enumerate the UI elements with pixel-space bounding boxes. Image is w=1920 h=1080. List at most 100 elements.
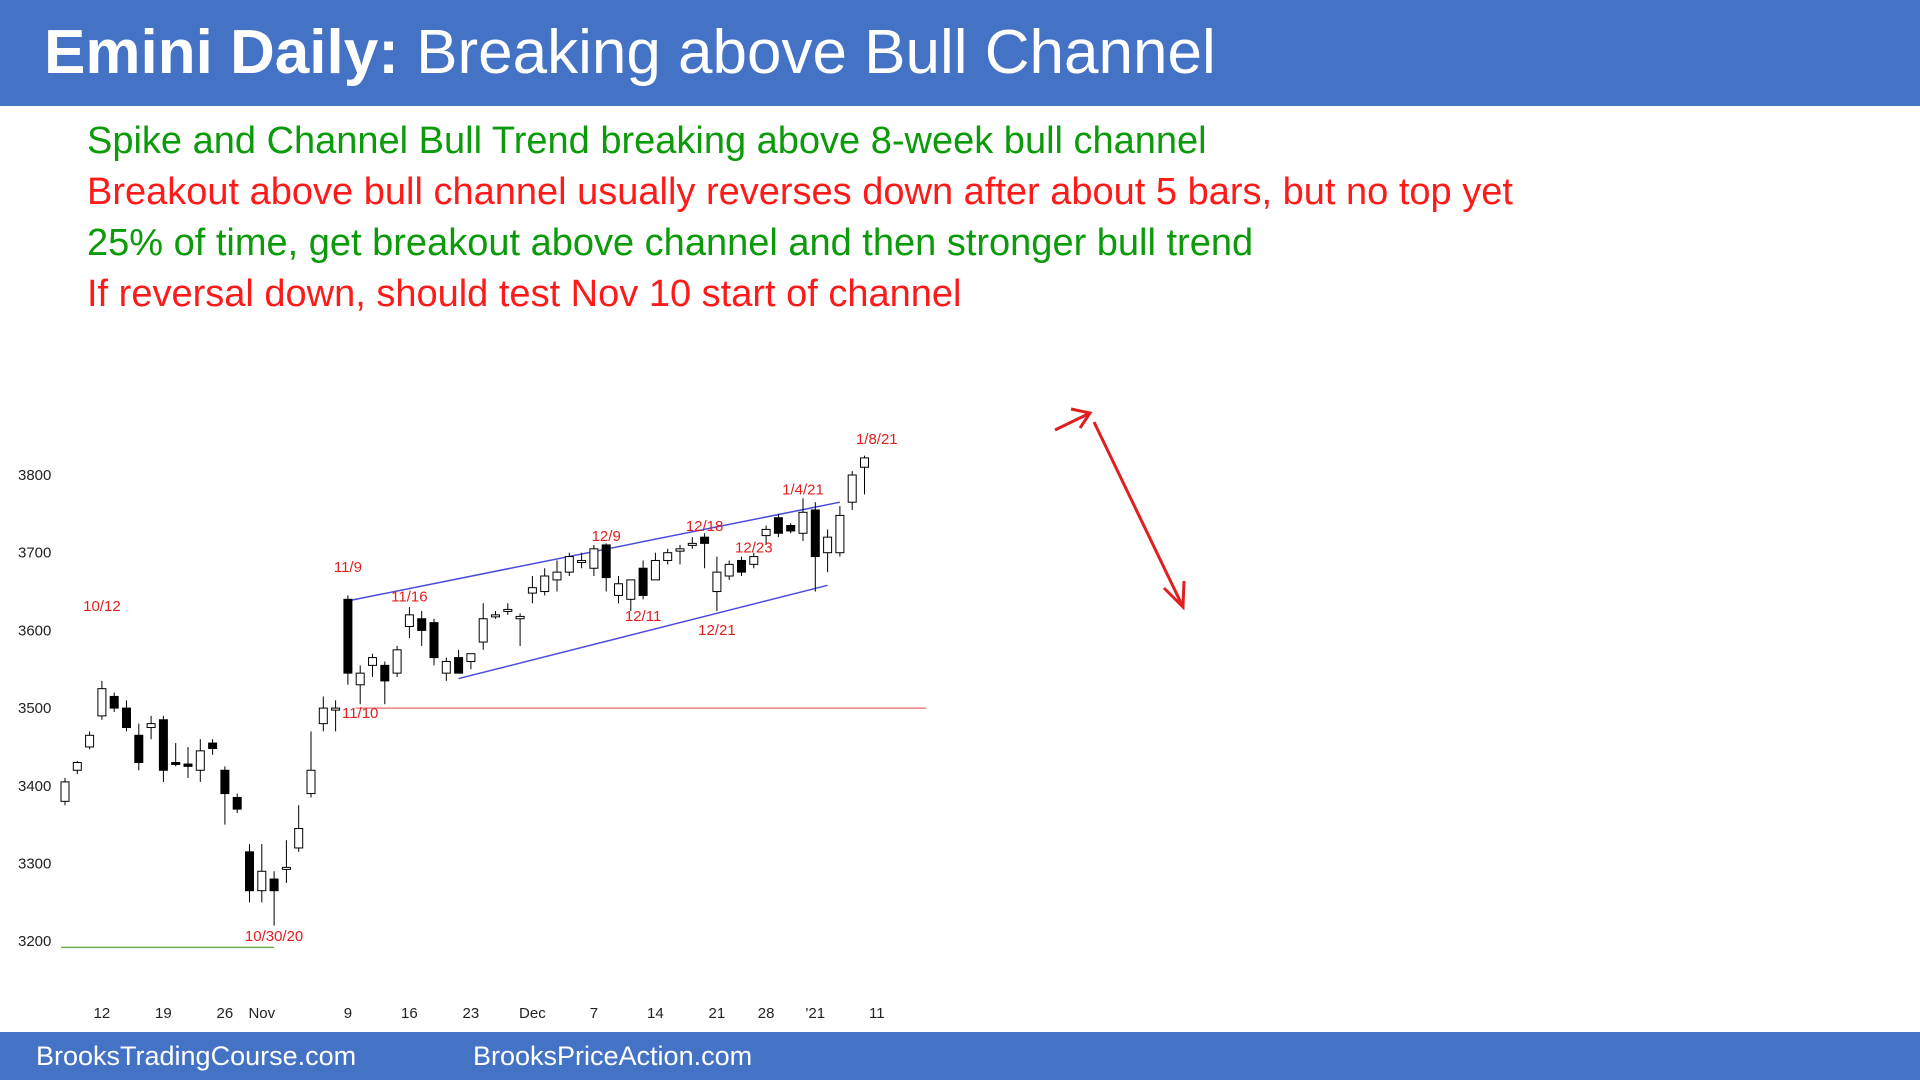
candle-body-bull — [368, 657, 377, 666]
candle — [786, 523, 796, 534]
candle-body-bull — [675, 548, 685, 552]
candle — [85, 731, 95, 750]
candle — [122, 700, 131, 732]
candle-body-bull — [491, 614, 500, 618]
date-label: 12/18 — [686, 518, 724, 535]
candle-body-bull — [540, 575, 550, 593]
x-tick-label: Dec — [519, 1005, 546, 1022]
x-tick-label: Nov — [248, 1005, 275, 1022]
candle-body-bear — [343, 598, 353, 674]
candle — [109, 692, 119, 712]
candle-body-bear — [208, 742, 218, 750]
candle — [183, 746, 193, 779]
candle — [491, 610, 500, 619]
date-label: 10/30/20 — [245, 928, 303, 945]
candle — [60, 778, 70, 806]
candle — [195, 739, 205, 782]
candle — [700, 533, 710, 569]
footer-link-brookspriceaction[interactable]: BrooksPriceAction.com — [473, 1041, 753, 1071]
horizontal-lines — [61, 707, 926, 949]
candle — [847, 471, 857, 510]
candle-body-bull — [823, 536, 833, 554]
x-tick-label: 16 — [401, 1005, 418, 1022]
candle — [823, 529, 833, 573]
candle-body-bull — [515, 615, 525, 620]
candle-body-bear — [245, 851, 254, 892]
candle — [171, 743, 181, 767]
candle — [564, 552, 574, 577]
x-tick-label: 11 — [869, 1005, 885, 1022]
candle-body-bull — [552, 571, 562, 581]
candle-body-bear — [417, 618, 427, 631]
candle-body-bull — [749, 556, 759, 565]
candle — [503, 603, 513, 615]
candle-body-bear — [810, 509, 820, 558]
bullet-line-3: 25% of time, get breakout above channel … — [87, 222, 1254, 264]
candle — [331, 700, 341, 732]
y-tick-label: 3400 — [18, 778, 51, 795]
x-tick-label: 9 — [344, 1005, 352, 1022]
up-arrow-head — [1070, 407, 1093, 429]
candle — [429, 618, 439, 666]
candle-body-bear — [773, 517, 783, 534]
date-label: 11/9 — [334, 559, 362, 576]
candle-body-bull — [146, 723, 156, 729]
candle-body-bull — [466, 653, 476, 662]
candle — [761, 525, 771, 545]
channel-lower-line — [458, 584, 828, 680]
candle — [134, 723, 144, 771]
candle — [540, 568, 550, 596]
candle — [158, 715, 168, 782]
candle-body-bear — [109, 695, 119, 709]
title-bar: Emini Daily: Breaking above Bull Channel — [0, 0, 1920, 106]
footer-link-brookstradingcourse[interactable]: BrooksTradingCourse.com — [36, 1041, 357, 1071]
bullet-line-1: Spike and Channel Bull Trend breaking ab… — [87, 120, 1207, 162]
candle-body-bull — [404, 614, 414, 628]
candle-body-bull — [355, 672, 365, 686]
candle — [527, 576, 537, 604]
candle — [72, 760, 82, 775]
date-labels: 10/12 11/9 11/10 11/16 12/9 12/11 12/18 12/21 12… — [83, 431, 898, 945]
candle — [589, 544, 599, 577]
candle — [552, 560, 562, 592]
down-arrow-head — [1162, 580, 1186, 611]
candle-body-bull — [503, 608, 513, 612]
candle-body-bull — [663, 552, 673, 561]
candle-body-bear — [134, 734, 144, 763]
candle — [749, 552, 759, 569]
candle-body-bull — [331, 707, 341, 711]
candle-body-bear — [737, 559, 746, 573]
candle — [810, 502, 820, 592]
candle-body-bear — [220, 769, 230, 795]
candle-body-bull — [195, 750, 205, 771]
candle-body-bull — [687, 542, 697, 546]
y-tick-label: 3800 — [18, 467, 51, 484]
x-tick-label: 21 — [709, 1005, 726, 1022]
footer-bar: BrooksTradingCourse.com BrooksPriceActio… — [0, 1032, 1920, 1080]
candle-body-bear — [380, 664, 390, 682]
x-tick-label: '21 — [806, 1005, 826, 1022]
candle-body-bull — [392, 649, 402, 674]
candle — [577, 552, 587, 569]
candle — [97, 680, 107, 720]
candle-body-bear — [700, 536, 710, 544]
candle-body-bull — [60, 781, 70, 802]
candle-body-bear — [454, 657, 464, 674]
title-rest: Breaking above Bull Channel — [398, 18, 1216, 87]
candle-body-bull — [724, 563, 734, 577]
date-label: 11/10 — [342, 705, 378, 722]
y-tick-label: 3600 — [18, 622, 51, 639]
candle-body-bull — [835, 514, 845, 554]
x-tick-label: 12 — [94, 1005, 111, 1022]
candle — [232, 793, 242, 813]
candle — [724, 560, 734, 580]
candles — [60, 455, 869, 926]
candle-body-bear — [429, 622, 439, 659]
candle-body-bull — [85, 734, 95, 748]
candle — [835, 506, 845, 557]
candle-body-bull — [650, 559, 660, 581]
candle — [245, 844, 254, 903]
candle-body-bear — [601, 544, 611, 579]
candle-body-bull — [257, 870, 267, 892]
candle — [515, 613, 525, 646]
